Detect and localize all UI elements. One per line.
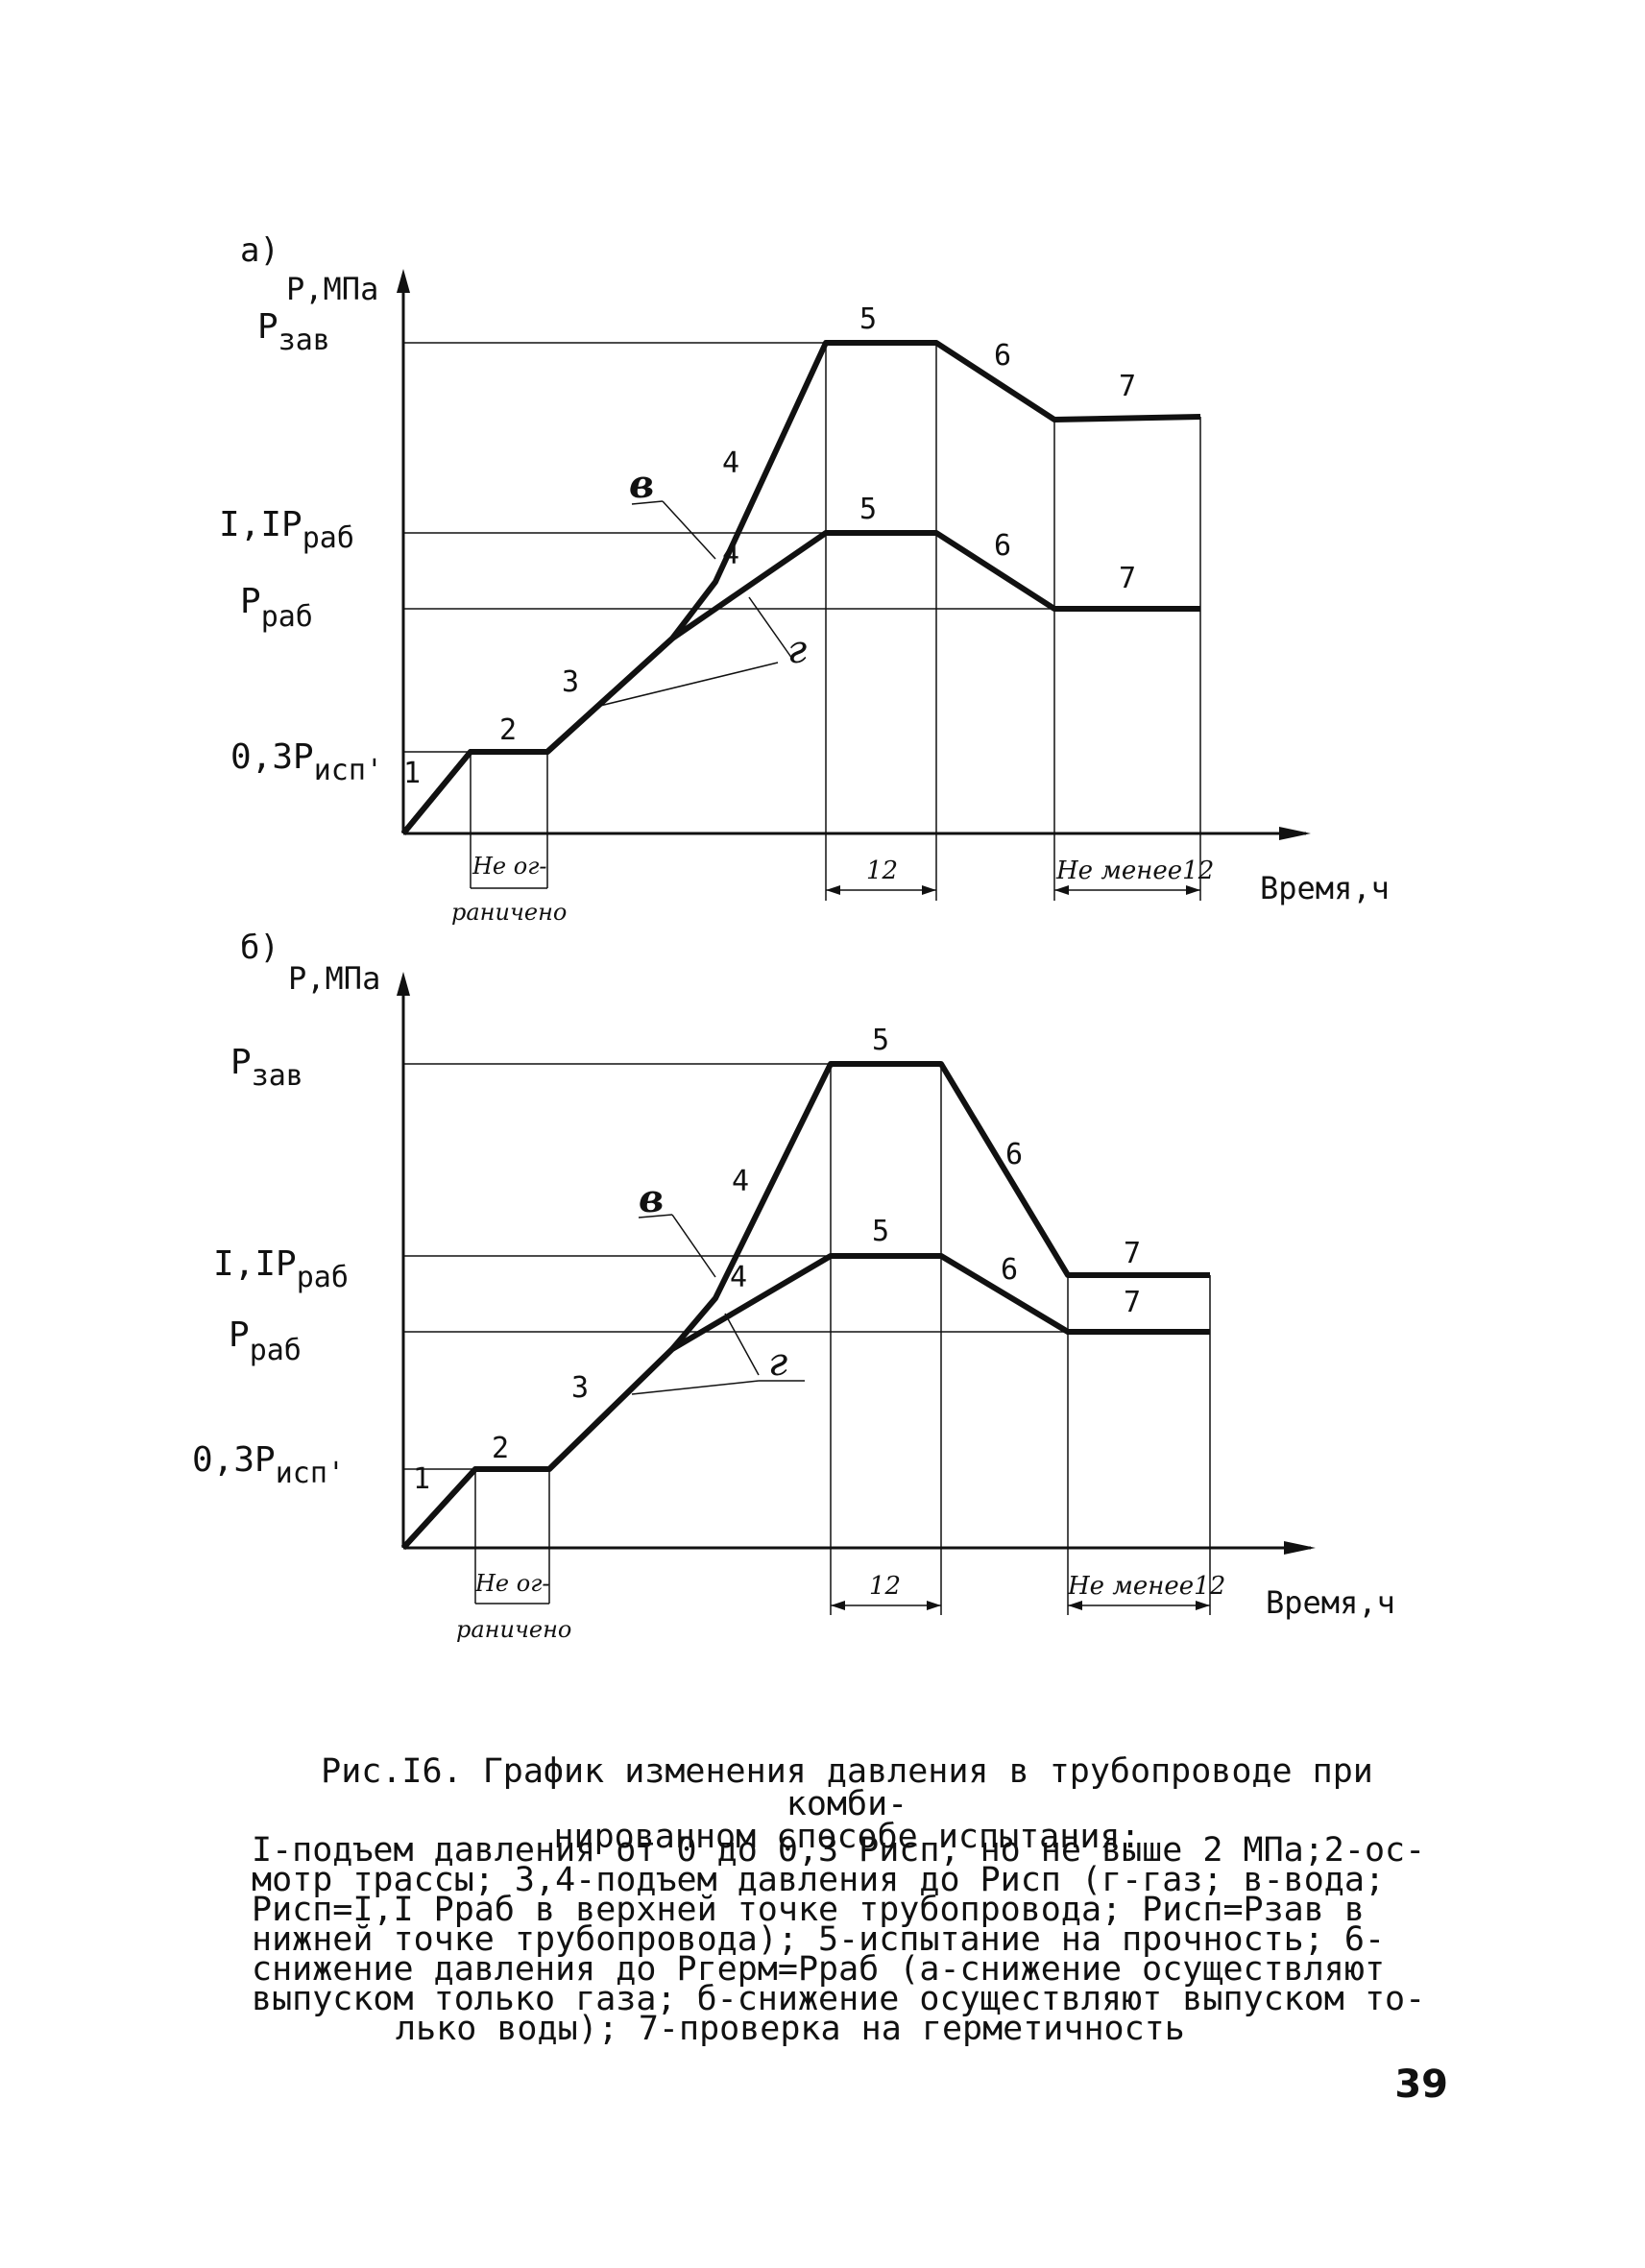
panel-b-stage-7-v: 7 <box>1124 1237 1141 1270</box>
panel-a-y-arrow <box>397 269 410 293</box>
panel-a-dur-2-arrow-r <box>922 885 936 895</box>
panel-a-annot-v: в <box>629 462 654 507</box>
panel-b-stage-1: 1 <box>413 1462 430 1496</box>
panel-b-stage-6-v: 6 <box>1005 1138 1023 1171</box>
panel-b-dur-1-top: Не ог- <box>474 1570 549 1597</box>
figure-caption-body: I-подъем давления от 0 до 0,3 Рисп, но н… <box>252 1831 1442 2048</box>
caption-title-line-1: Рис.I6. График изменения давления в труб… <box>321 1752 1373 1823</box>
figure-caption-title: Рис.I6. График изменения давления в труб… <box>252 1752 1442 1856</box>
panel-a-stage-4-g: 4 <box>722 538 739 571</box>
panel-a-ylabel: Р,МПа <box>286 271 378 307</box>
caption-line: лько воды); 7-проверка на герметичность <box>396 2010 1185 2048</box>
panel-a-stage-1: 1 <box>403 757 421 790</box>
panel-a-series-v <box>400 340 1201 835</box>
panel-a-stage-2: 2 <box>499 713 517 747</box>
panel-b-dur-1-bottom: раничено <box>456 1616 571 1643</box>
panel-b-annot-g: г <box>768 1340 787 1385</box>
panel-b-ylevel-03: 0,3Рисп' <box>192 1440 345 1490</box>
panel-a-stage-3: 3 <box>562 665 579 699</box>
panel-a: а) Р,МПа Время,ч Рзав I,IРраб Рраб 0,3Ри… <box>219 231 1390 926</box>
panel-b-dur-3-text: Не менее12 <box>1067 1572 1225 1601</box>
caption-line: I-подъем давления от 0 до 0,3 Рисп, но н… <box>252 1831 1426 1870</box>
panel-a-stage-5-g: 5 <box>859 493 877 526</box>
panel-b-stage-4-g: 4 <box>730 1261 747 1294</box>
panel-a-ylevel-03: 0,3Рисп' <box>230 737 383 787</box>
panel-a-dur-3-text: Не менее12 <box>1055 857 1214 885</box>
panel-a-dur-1-bottom: раничено <box>451 899 567 926</box>
panel-b-ylevel-rab: Рраб <box>229 1315 302 1367</box>
caption-line: нижней точке трубопровода); 5-испытание … <box>252 1920 1386 1959</box>
caption-title-line-2: нированном способе испытания: <box>553 1818 1141 1856</box>
panel-a-dur-3-arrow-r <box>1186 885 1200 895</box>
panel-b-dur-2-text: 12 <box>869 1572 901 1601</box>
panel-b-ylevel-zav: Рзав <box>230 1043 303 1093</box>
panel-a-stage-7-g: 7 <box>1119 562 1136 595</box>
panel-b-series-g <box>400 1253 1210 1551</box>
panel-a-dur-2-text: 12 <box>866 857 898 885</box>
caption-line: мотр трассы; 3,4-подъем давления до Рисп… <box>252 1861 1386 1899</box>
panel-a-dur-1-top: Не ог- <box>472 853 546 880</box>
panel-b-dur-3-arrow-l <box>1068 1601 1082 1610</box>
panel-b-stage-4-v: 4 <box>732 1165 749 1198</box>
panel-b-stage-7-g: 7 <box>1124 1286 1141 1319</box>
panel-a-stage-6-v: 6 <box>994 339 1011 373</box>
panel-a-x-arrow <box>1279 827 1311 840</box>
panel-b-stage-6-g: 6 <box>1001 1253 1018 1287</box>
panel-b-dur-2-arrow-r <box>927 1601 941 1610</box>
panel-b-leader-g-1 <box>724 1313 760 1376</box>
page-number: 39 <box>1394 2063 1448 2107</box>
panel-b-series-v <box>400 1061 1210 1551</box>
panel-b-leader-v <box>671 1214 716 1278</box>
panel-b-ylabel: Р,МПа <box>288 960 380 997</box>
panel-a-annot-g: г <box>787 628 807 672</box>
panel-b-annot-v: в <box>639 1176 664 1221</box>
panel-a-series-g <box>400 530 1200 835</box>
panel-b-dur-2-arrow-l <box>831 1601 845 1610</box>
panel-a-leader-v-underline <box>631 500 664 505</box>
panel-a-ylevel-rab: Рраб <box>240 582 313 634</box>
caption-line: выпуском только газа; б-снижение осущест… <box>252 1980 1426 2018</box>
panel-b-leader-g-2 <box>631 1380 760 1395</box>
panel-b-stage-5-v: 5 <box>872 1024 889 1057</box>
panel-a-ylevel-11rab: I,IРраб <box>219 505 354 555</box>
panel-b-y-arrow <box>397 972 410 996</box>
panel-b-stage-5-g: 5 <box>872 1215 889 1248</box>
panel-a-xlabel: Время,ч <box>1260 870 1390 906</box>
panel-b-x-arrow <box>1284 1541 1316 1555</box>
panel-a-leader-g-2 <box>599 662 779 707</box>
panel-b: б) Р,МПа Время,ч Рзав I,IРраб Рраб 0,3Ри… <box>192 929 1395 1643</box>
panel-b-xlabel: Время,ч <box>1266 1584 1395 1621</box>
panel-b-stage-2: 2 <box>492 1432 509 1465</box>
panel-b-ylevel-11rab: I,IРраб <box>213 1244 349 1294</box>
panel-a-leader-g-1 <box>748 596 793 660</box>
panel-a-dur-2-arrow-l <box>826 885 840 895</box>
panel-a-ylevel-zav: Рзав <box>257 307 330 357</box>
panel-b-label: б) <box>240 929 279 967</box>
panel-a-stage-5-v: 5 <box>859 302 877 336</box>
panel-a-stage-6-g: 6 <box>994 529 1011 563</box>
panel-a-stage-4-v: 4 <box>722 446 739 480</box>
caption-line: снижение давления до Ргерм=Рраб (а-сниже… <box>252 1950 1386 1989</box>
panel-a-label: а) <box>240 231 279 270</box>
panel-a-dur-3-arrow-l <box>1054 885 1069 895</box>
panel-a-leader-v <box>662 500 716 560</box>
caption-line: Рисп=I,I Рраб в верхней точке трубопрово… <box>252 1891 1365 1929</box>
panel-b-leader-v-underline <box>638 1214 673 1218</box>
panel-a-stage-7-v: 7 <box>1119 370 1136 403</box>
panel-b-stage-3: 3 <box>571 1371 589 1405</box>
panel-b-dur-3-arrow-r <box>1196 1601 1210 1610</box>
